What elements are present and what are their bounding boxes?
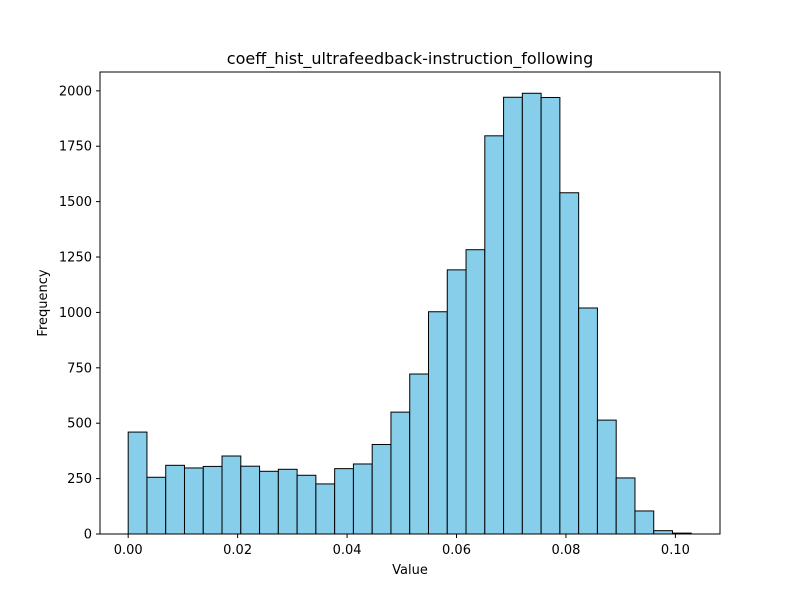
histogram-bar (559, 192, 580, 535)
histogram-bar (465, 249, 486, 535)
histogram-bar (596, 419, 617, 535)
histogram-bar (615, 477, 636, 535)
histogram-bar (371, 443, 392, 535)
y-tick-label: 250 (67, 472, 92, 487)
histogram-bar (221, 455, 242, 535)
histogram-bar (427, 311, 448, 535)
y-tick-label: 1750 (59, 140, 92, 155)
x-tick-label: 0.04 (333, 543, 362, 558)
histogram-bar (521, 92, 542, 535)
chart-title: coeff_hist_ultrafeedback-instruction_fol… (227, 49, 593, 69)
x-axis: 0.00 0.02 0.04 0.06 0.08 0.10 (114, 534, 690, 558)
histogram-bar (315, 483, 336, 535)
plot-frame (99, 71, 721, 535)
x-tick-label: 0.02 (223, 543, 252, 558)
histogram-bar (165, 464, 185, 535)
histogram-bar (202, 465, 223, 535)
histogram-bar (390, 411, 411, 535)
bars-group (127, 92, 692, 535)
histogram-bar (352, 463, 373, 535)
histogram-bar (409, 373, 429, 535)
y-tick-label: 500 (67, 417, 92, 432)
histogram-bar (296, 474, 317, 535)
histogram-bar (578, 307, 598, 535)
histogram-bar (484, 135, 505, 535)
histogram-bar (277, 468, 298, 535)
histogram-bar (127, 431, 148, 535)
y-tick-label: 1250 (59, 251, 92, 266)
x-tick-label: 0.08 (551, 543, 580, 558)
y-axis: 0 250 500 750 1000 1250 1500 1750 2000 (59, 84, 100, 543)
histogram-bar (540, 96, 561, 535)
y-tick-label: 750 (67, 361, 92, 376)
x-axis-title: Value (392, 563, 428, 578)
histogram-bar (240, 465, 261, 535)
histogram-bar (334, 468, 354, 535)
histogram-bar (446, 269, 467, 535)
histogram-bar (503, 96, 523, 535)
y-tick-label: 1000 (59, 306, 92, 321)
x-tick-label: 0.06 (442, 543, 471, 558)
x-tick-label: 0.00 (114, 543, 143, 558)
y-tick-label: 1500 (59, 195, 92, 210)
histogram-bar (634, 510, 655, 535)
histogram-bar (146, 476, 167, 535)
histogram-bar (183, 467, 204, 535)
histogram-bar (259, 470, 279, 535)
y-tick-label: 2000 (59, 84, 92, 99)
x-tick-label: 0.10 (661, 543, 690, 558)
y-tick-label: 0 (84, 528, 92, 543)
y-axis-title: Frequency (36, 269, 51, 336)
